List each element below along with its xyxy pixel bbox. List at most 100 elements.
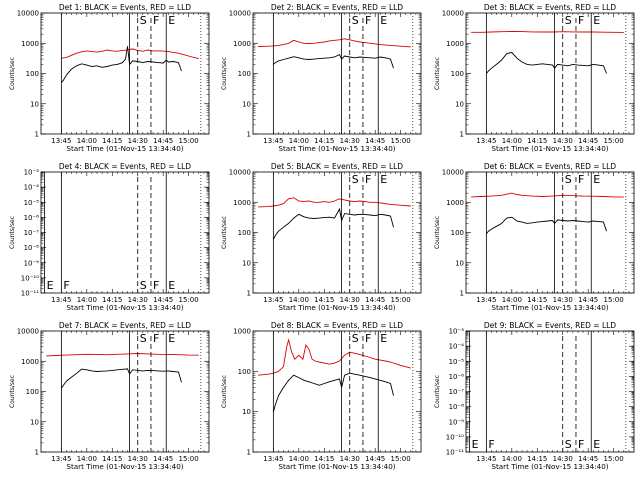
y-tick-label: 10⁻¹⁰ bbox=[446, 433, 464, 441]
y-axis-label: Counts/sec bbox=[9, 57, 16, 90]
y-tick-label: 1000 bbox=[21, 358, 39, 366]
y-tick-label: 10⁻¹¹ bbox=[21, 290, 39, 298]
plot-frame bbox=[252, 330, 422, 453]
x-tick-label: 13:45 bbox=[51, 455, 71, 463]
y-tick-label: 10000 bbox=[229, 10, 251, 18]
panel-title: Det 3: BLACK = Events, RED = LLD bbox=[484, 3, 616, 12]
y-tick-label: 100 bbox=[238, 70, 251, 78]
x-tick-label: 14:15 bbox=[527, 137, 547, 145]
y-axis-label: Counts/sec bbox=[221, 375, 228, 408]
y-tick-label: 10⁻¹¹ bbox=[446, 449, 464, 457]
marker-label: S bbox=[352, 332, 359, 345]
x-tick-label: 14:00 bbox=[77, 455, 97, 463]
y-axis-label: Counts/sec bbox=[434, 375, 441, 408]
y-tick-label: 10 bbox=[242, 259, 251, 267]
x-tick-label: 14:30 bbox=[340, 137, 360, 145]
x-tick-label: 14:30 bbox=[128, 137, 148, 145]
y-tick-label: 10⁻⁶ bbox=[24, 214, 40, 222]
marker-label: E bbox=[47, 279, 54, 292]
y-tick-label: 1000 bbox=[446, 40, 464, 48]
x-tick-label: 15:00 bbox=[179, 137, 199, 145]
y-tick-label: 10⁻¹⁰ bbox=[21, 274, 39, 282]
marker-label: S bbox=[352, 173, 359, 186]
marker-label: E bbox=[168, 279, 175, 292]
y-tick-label: 1000 bbox=[446, 199, 464, 207]
marker-label: F bbox=[365, 14, 371, 27]
y-tick-label: 10 bbox=[242, 408, 251, 416]
panel-title: Det 5: BLACK = Events, RED = LLD bbox=[271, 162, 403, 171]
y-tick-label: 1 bbox=[247, 290, 251, 298]
panel-title: Det 4: BLACK = Events, RED = LLD bbox=[59, 162, 191, 171]
x-tick-label: 14:30 bbox=[340, 455, 360, 463]
x-tick-label: 14:15 bbox=[102, 455, 122, 463]
x-tick-label: 14:15 bbox=[527, 296, 547, 304]
y-tick-label: 100 bbox=[238, 229, 251, 237]
x-axis-label: Start Time (01-Nov-15 13:34:40) bbox=[491, 303, 608, 312]
x-tick-label: 15:00 bbox=[604, 296, 624, 304]
marker-label: E bbox=[380, 14, 387, 27]
x-tick-label: 14:45 bbox=[153, 455, 173, 463]
x-axis-label: Start Time (01-Nov-15 13:34:40) bbox=[278, 303, 395, 312]
x-tick-label: 14:00 bbox=[289, 137, 309, 145]
marker-label: E bbox=[168, 14, 175, 27]
events-rate-line bbox=[273, 207, 394, 240]
x-tick-label: 14:45 bbox=[365, 137, 385, 145]
marker-label: F bbox=[578, 173, 584, 186]
x-tick-label: 13:45 bbox=[263, 296, 283, 304]
y-tick-label: 1000 bbox=[233, 40, 251, 48]
x-tick-label: 14:30 bbox=[553, 137, 573, 145]
panel-det-8: Det 8: BLACK = Events, RED = LLD 1 10 100 10… bbox=[221, 321, 422, 471]
y-tick-label: 10000 bbox=[17, 10, 39, 18]
events-rate-line bbox=[486, 216, 607, 235]
x-tick-label: 14:45 bbox=[578, 296, 598, 304]
lld-rate-line bbox=[471, 192, 624, 198]
y-tick-label: 1 bbox=[35, 449, 39, 457]
y-tick-label: 1 bbox=[460, 131, 464, 139]
panel-title: Det 2: BLACK = Events, RED = LLD bbox=[271, 3, 403, 12]
panel-title: Det 1: BLACK = Events, RED = LLD bbox=[59, 3, 191, 12]
lld-rate-line bbox=[258, 197, 411, 208]
y-tick-label: 10⁻⁸ bbox=[24, 244, 40, 252]
y-tick-label: 1000 bbox=[21, 40, 39, 48]
y-axis-label: Counts/sec bbox=[434, 57, 441, 90]
y-tick-label: 10000 bbox=[442, 169, 464, 177]
lld-rate-line bbox=[471, 31, 624, 33]
x-tick-label: 13:45 bbox=[51, 137, 71, 145]
x-tick-label: 14:45 bbox=[578, 455, 598, 463]
plot-frame bbox=[40, 330, 210, 453]
y-tick-label: 1 bbox=[247, 131, 251, 139]
panel-title: Det 6: BLACK = Events, RED = LLD bbox=[484, 162, 616, 171]
marker-label: S bbox=[565, 14, 572, 27]
x-axis-label: Start Time (01-Nov-15 13:34:40) bbox=[491, 462, 608, 471]
panel-det-3: Det 3: BLACK = Events, RED = LLD 1 10 100 10… bbox=[434, 3, 635, 153]
lld-rate-line bbox=[258, 338, 411, 376]
x-axis-label: Start Time (01-Nov-15 13:34:40) bbox=[66, 144, 183, 153]
x-tick-label: 14:30 bbox=[340, 296, 360, 304]
y-tick-label: 10 bbox=[455, 259, 464, 267]
y-tick-label: 1000 bbox=[233, 199, 251, 207]
events-rate-line bbox=[61, 368, 182, 389]
x-axis-label: Start Time (01-Nov-15 13:34:40) bbox=[278, 144, 395, 153]
plot-frame bbox=[40, 171, 210, 294]
y-tick-label: 1 bbox=[247, 449, 251, 457]
x-tick-label: 13:45 bbox=[476, 296, 496, 304]
marker-label: E bbox=[168, 332, 175, 345]
y-tick-label: 1 bbox=[460, 290, 464, 298]
marker-label: E bbox=[593, 14, 600, 27]
x-tick-label: 15:00 bbox=[604, 455, 624, 463]
x-tick-label: 14:00 bbox=[77, 137, 97, 145]
panel-title: Det 8: BLACK = Events, RED = LLD bbox=[271, 321, 403, 330]
marker-label: F bbox=[578, 438, 584, 451]
marker-label: S bbox=[352, 14, 359, 27]
x-tick-label: 14:00 bbox=[289, 455, 309, 463]
panel-det-4: Det 4: BLACK = Events, RED = LLD 10⁻¹¹ 10⁻… bbox=[9, 162, 210, 312]
plot-frame bbox=[465, 171, 635, 294]
x-tick-label: 14:45 bbox=[365, 455, 385, 463]
marker-label: S bbox=[565, 173, 572, 186]
y-tick-label: 10⁻⁹ bbox=[449, 418, 465, 426]
x-tick-label: 15:00 bbox=[391, 137, 411, 145]
events-rate-line bbox=[61, 46, 182, 83]
x-tick-label: 15:00 bbox=[604, 137, 624, 145]
y-tick-label: 10⁻⁷ bbox=[24, 229, 40, 237]
